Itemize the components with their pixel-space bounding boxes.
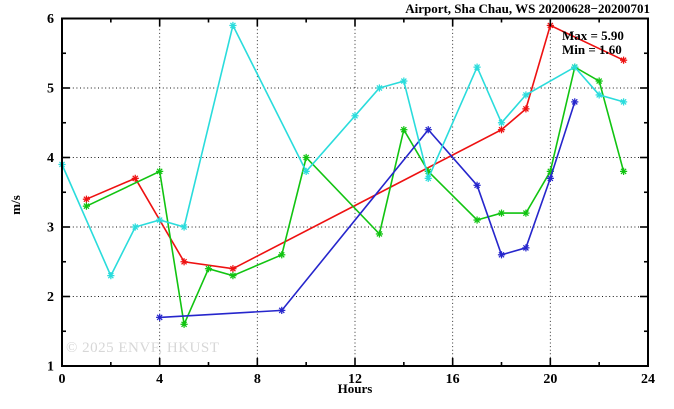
series-red-marker	[620, 57, 627, 64]
series-red-marker	[83, 196, 90, 203]
x-tick-label: 12	[348, 372, 362, 387]
series-green-marker	[620, 168, 627, 175]
series-red-marker	[229, 265, 236, 272]
series-blue-marker	[278, 307, 285, 314]
series-green-marker	[474, 217, 481, 224]
y-tick-label: 4	[47, 151, 54, 166]
series-blue-marker	[156, 314, 163, 321]
watermark: © 2025 ENVF, HKUST	[66, 340, 220, 356]
series-red-line	[86, 24, 624, 270]
x-tick-label: 24	[641, 372, 655, 387]
series-green-marker	[498, 210, 505, 217]
series-cyan-marker	[181, 224, 188, 230]
series-cyan-marker	[596, 91, 603, 98]
series-green-marker	[522, 210, 529, 217]
series-green-marker	[278, 251, 285, 258]
series-green-marker	[205, 265, 212, 272]
series-cyan-marker	[132, 224, 139, 230]
chart-title: Airport, Sha Chau, WS 20200628−20200701	[405, 1, 650, 16]
series-cyan-marker	[474, 64, 481, 71]
series-green-marker	[156, 168, 163, 175]
series-red-marker	[132, 175, 139, 182]
series-green-marker	[400, 126, 407, 133]
y-tick-label: 2	[47, 290, 54, 305]
series-cyan-marker	[352, 112, 358, 119]
y-axis-label: m/s	[8, 195, 23, 215]
series-blue-marker	[547, 175, 554, 182]
series-red-marker	[498, 126, 505, 133]
series-red-marker	[181, 258, 188, 265]
x-tick-label: 16	[446, 372, 460, 387]
x-tick-label: 0	[59, 372, 66, 387]
series-green-marker	[547, 168, 554, 175]
series-cyan-marker	[156, 217, 163, 224]
y-tick-label: 3	[47, 221, 54, 236]
series-blue-line	[159, 101, 576, 319]
series-blue-marker	[571, 98, 578, 105]
max-annotation: Max = 5.90	[562, 28, 624, 43]
x-axis-label: Hours	[337, 381, 373, 396]
y-tick-label: 6	[47, 12, 54, 27]
series-cyan-marker	[303, 168, 310, 175]
series-green-marker	[181, 321, 188, 328]
series-cyan-marker	[107, 272, 114, 279]
series-red-marker	[522, 105, 529, 112]
y-tick-label: 1	[47, 360, 54, 375]
series-green-marker	[376, 230, 383, 237]
series-cyan-marker	[522, 91, 529, 98]
series-blue-marker	[425, 126, 432, 133]
series-cyan-marker	[620, 98, 627, 105]
series-green-marker	[303, 154, 310, 161]
series-cyan-marker	[425, 175, 432, 182]
min-annotation: Min = 1.60	[562, 42, 622, 57]
series-green-marker	[83, 203, 90, 210]
series-cyan-marker	[571, 64, 578, 71]
y-tick-label: 5	[47, 82, 54, 97]
x-tick-label: 4	[156, 372, 163, 387]
x-tick-label: 8	[254, 372, 261, 387]
series-green-marker	[229, 272, 236, 279]
series-cyan-marker	[498, 119, 505, 126]
x-tick-label: 20	[543, 372, 557, 387]
series-blue-marker	[474, 182, 481, 189]
series-cyan-marker	[229, 22, 236, 29]
series-blue-marker	[522, 244, 529, 251]
series-cyan-marker	[400, 78, 407, 85]
series-blue-marker	[498, 251, 505, 258]
series-green-marker	[596, 78, 603, 85]
series-cyan-marker	[376, 85, 383, 91]
